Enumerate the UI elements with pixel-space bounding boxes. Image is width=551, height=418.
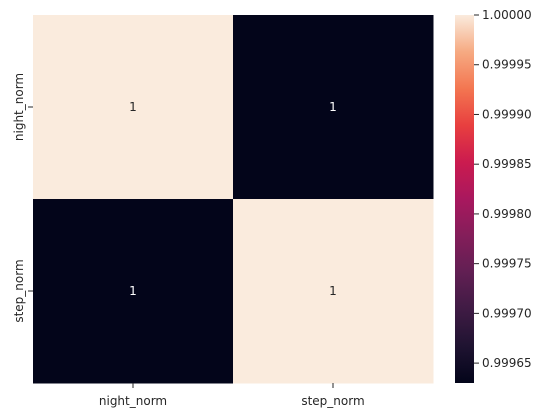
y-tick-label: step_norm: [12, 259, 26, 322]
colorbar-tick-label: 0.99980: [482, 207, 532, 221]
heatmap-cell: [33, 199, 234, 384]
cell-annotation: 1: [129, 284, 137, 298]
heatmap-cell: [33, 15, 234, 200]
heatmap-cell-labels: 1 1 1 1: [129, 100, 337, 298]
x-tick-label: step_norm: [301, 394, 364, 408]
colorbar-tick-label: 0.99970: [482, 306, 532, 320]
colorbar-tick-label: 0.99985: [482, 157, 532, 171]
x-tick-label: night_norm: [99, 394, 167, 408]
cell-annotation: 1: [329, 100, 337, 114]
cell-annotation: 1: [329, 284, 337, 298]
cell-annotation: 1: [129, 100, 137, 114]
heatmap-cells: [33, 15, 434, 384]
colorbar-tick-label: 0.99965: [482, 356, 532, 370]
colorbar-tick-label: 0.99975: [482, 257, 532, 271]
colorbar-axis: 1.00000 0.99995 0.99990 0.99985 0.99980 0.999…: [474, 8, 532, 370]
heatmap-cell: [233, 199, 434, 384]
colorbar-tick-label: 0.99995: [482, 58, 532, 72]
colorbar-tick-label: 1.00000: [482, 8, 532, 22]
x-axis: night_norm step_norm: [99, 383, 365, 408]
colorbar-tick-label: 0.99990: [482, 107, 532, 121]
y-axis: night_norm step_norm: [12, 73, 33, 323]
colorbar: [455, 15, 474, 383]
heatmap-cell: [233, 15, 434, 200]
y-tick-label: night_norm: [12, 73, 26, 141]
